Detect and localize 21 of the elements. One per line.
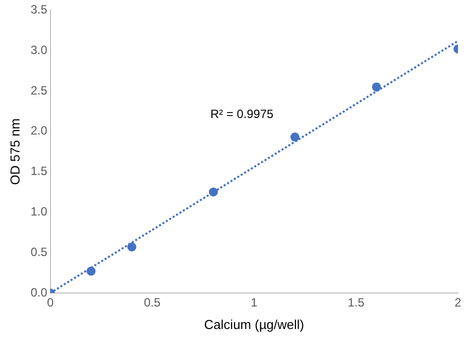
- y-tick-label: 3.0: [30, 42, 48, 57]
- x-tick-label: 2: [454, 296, 462, 310]
- point: [208, 188, 218, 196]
- x-tick-label: 0: [46, 296, 54, 310]
- annotation: R² = 0.9975: [210, 107, 274, 122]
- y-tick-label: 0.5: [30, 244, 48, 259]
- y-axis-title: OD 575 nm: [7, 118, 22, 185]
- point: [127, 242, 136, 252]
- y-tick-label: 3.5: [30, 2, 48, 17]
- y-tick-label: 2.5: [30, 83, 48, 98]
- x-tick-label: 0.5: [144, 296, 161, 310]
- x-tick-label: 1.5: [348, 296, 365, 310]
- y-tick-label: 1.0: [30, 204, 48, 219]
- y-tick-label: 0.0: [30, 285, 48, 300]
- y-tick-label: 2.0: [30, 124, 48, 138]
- point: [372, 82, 381, 92]
- y-tick-label: 1.5: [30, 164, 48, 178]
- x-axis-title: Calcium (µg/well): [204, 316, 304, 332]
- point: [290, 132, 300, 142]
- point: [86, 266, 96, 276]
- x-tick-label: 1: [250, 296, 258, 310]
